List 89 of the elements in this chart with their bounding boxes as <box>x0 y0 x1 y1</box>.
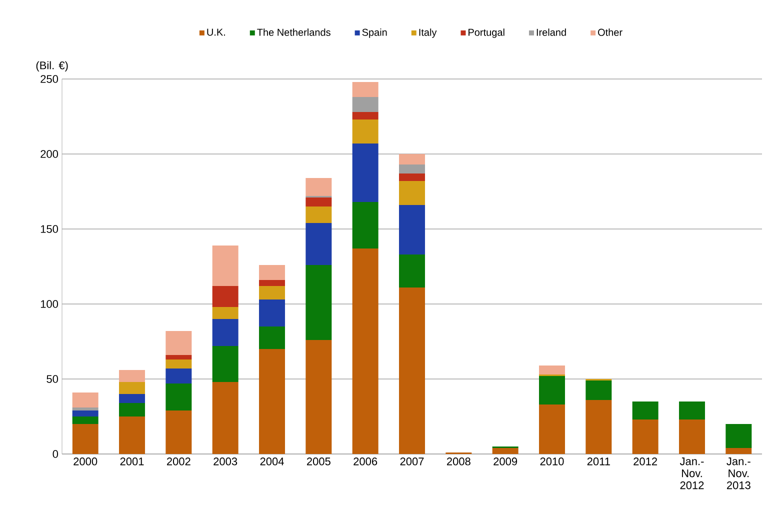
x-tick-label: 2010 <box>540 458 564 466</box>
y-axis-title: (Bil. €) <box>36 61 68 72</box>
x-tick-label: 2012 <box>634 458 658 466</box>
bar <box>352 96 378 112</box>
bar <box>352 82 378 97</box>
bar <box>399 254 426 288</box>
x-tick-label: Jan.- Nov. 2012 <box>680 458 704 490</box>
bar <box>679 401 705 420</box>
y-tick-label: 0 <box>52 450 58 458</box>
bar <box>166 330 192 355</box>
y-tick-label: 200 <box>40 150 58 158</box>
bar <box>399 287 426 454</box>
x-tick-label: 2011 <box>587 458 610 466</box>
bar <box>259 280 286 286</box>
bar <box>259 348 286 454</box>
bar <box>539 365 565 374</box>
x-tick-label: 2005 <box>306 458 330 466</box>
bar <box>399 164 426 174</box>
bar <box>119 370 146 382</box>
bar <box>72 407 98 410</box>
bar <box>399 180 426 205</box>
bar <box>212 382 238 454</box>
bar <box>726 424 752 448</box>
y-tick-label: 100 <box>40 300 58 308</box>
bar <box>726 448 752 454</box>
bar <box>259 264 286 280</box>
bar <box>306 264 332 340</box>
bar <box>306 197 332 206</box>
bar <box>352 143 378 202</box>
legend-label: Italy <box>419 28 437 38</box>
x-tick-label: Jan.- Nov. 2013 <box>726 458 750 490</box>
bar <box>352 112 378 120</box>
bar <box>72 392 98 408</box>
bar <box>166 354 192 360</box>
bar <box>212 346 238 382</box>
x-tick-label: 2003 <box>214 458 238 466</box>
bar <box>632 401 658 420</box>
bar <box>399 173 426 181</box>
bar <box>166 359 192 368</box>
bar <box>212 245 238 286</box>
legend-label: Spain <box>362 28 387 38</box>
bar <box>212 286 238 307</box>
legend-label: Other <box>598 28 622 36</box>
bar <box>306 222 332 265</box>
bar <box>399 204 426 254</box>
bar <box>259 299 286 326</box>
x-tick-label: 2009 <box>494 458 518 466</box>
x-tick-label: 2008 <box>446 458 470 466</box>
bar <box>212 306 238 319</box>
x-tick-label: 2004 <box>260 458 284 466</box>
bar <box>492 448 518 454</box>
bar <box>632 419 658 454</box>
x-tick-label: 2007 <box>400 458 424 466</box>
bar <box>306 340 332 454</box>
bar <box>166 368 192 384</box>
y-tick-label: 250 <box>40 75 58 83</box>
x-tick-label: 2006 <box>354 458 378 466</box>
bar <box>539 376 565 404</box>
bar <box>166 410 192 454</box>
y-tick-label: 50 <box>46 375 58 383</box>
bar <box>306 206 332 223</box>
bar <box>119 416 146 454</box>
bar <box>679 419 705 454</box>
bar <box>72 424 98 454</box>
legend-label: Portugal <box>468 28 504 38</box>
bar <box>119 382 146 394</box>
x-tick-label: 2000 <box>74 458 98 466</box>
bar <box>586 380 612 400</box>
bar <box>586 400 612 454</box>
bar <box>399 154 426 164</box>
bar <box>352 119 378 144</box>
x-tick-label: 2001 <box>120 458 144 466</box>
bar <box>72 410 98 416</box>
bar <box>72 416 98 424</box>
bar <box>539 404 565 454</box>
bar <box>166 383 192 410</box>
legend-label: U.K. <box>207 28 225 36</box>
bar <box>352 248 378 454</box>
bar <box>259 286 286 300</box>
legend-label: The Netherlands <box>257 28 330 36</box>
bar <box>119 402 146 416</box>
bar <box>212 318 238 346</box>
y-tick-label: 150 <box>40 225 58 233</box>
bar <box>306 178 332 196</box>
bar <box>352 202 378 248</box>
x-tick-label: 2002 <box>166 458 190 466</box>
bar <box>259 326 286 349</box>
legend-label: Ireland <box>536 28 566 36</box>
bar <box>119 394 146 403</box>
